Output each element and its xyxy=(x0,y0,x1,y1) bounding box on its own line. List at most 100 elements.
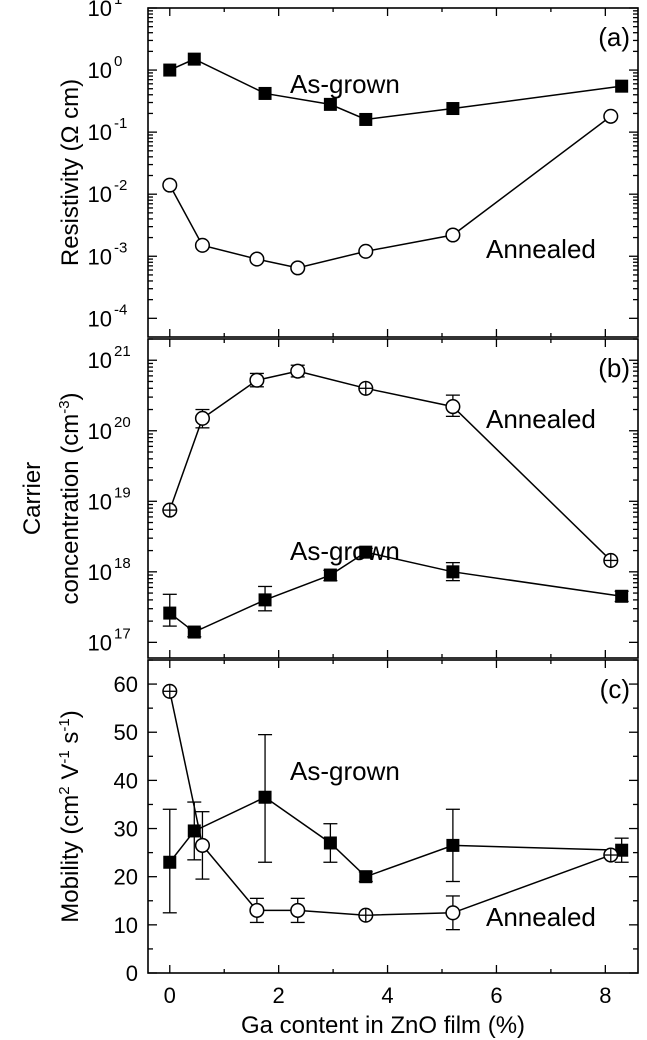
series-as-grown xyxy=(163,52,629,126)
y-axis-label: Resistivity (Ω cm) xyxy=(57,79,84,266)
y-axis-label: concentration (cm-3) xyxy=(56,392,84,604)
y-tick-label: 50 xyxy=(114,720,138,745)
y-tick-label: 30 xyxy=(114,817,138,842)
open-circle-marker xyxy=(249,372,265,388)
series-label: Annealed xyxy=(486,404,596,434)
open-circle-marker xyxy=(290,260,306,276)
open-circle-marker xyxy=(445,905,461,921)
y-axis-label: Carrier xyxy=(19,462,46,535)
y-tick-label: 10 xyxy=(88,306,112,331)
x-tick-label: 8 xyxy=(599,983,611,1008)
series-annealed xyxy=(162,363,619,568)
series-label: Annealed xyxy=(486,902,596,932)
plot-frame xyxy=(147,7,639,338)
open-circle-marker xyxy=(445,227,461,243)
filled-square-marker xyxy=(163,63,177,77)
open-circle-marker xyxy=(194,837,210,853)
filled-square-marker xyxy=(258,593,272,607)
y-tick-label: 10 xyxy=(88,489,112,514)
series-line xyxy=(169,370,612,561)
panel-label: (a) xyxy=(598,22,630,52)
y-tick-label-exponent: -3 xyxy=(114,239,127,256)
open-circle-marker xyxy=(194,410,210,426)
open-circle-marker xyxy=(445,399,461,415)
series-line xyxy=(169,691,612,916)
series-label: As-grown xyxy=(290,756,400,786)
filled-square-marker xyxy=(359,545,373,559)
y-tick-label-exponent: 0 xyxy=(114,53,122,70)
filled-square-marker xyxy=(615,79,629,93)
filled-square-marker xyxy=(187,625,201,639)
y-tick-label: 10 xyxy=(88,244,112,269)
y-tick-label: 60 xyxy=(114,672,138,697)
y-tick-label: 0 xyxy=(126,961,138,986)
open-circle-marker xyxy=(194,237,210,253)
filled-square-marker xyxy=(323,568,337,582)
open-circle-marker xyxy=(603,108,619,124)
y-tick-label-exponent: -2 xyxy=(114,177,127,194)
series-as-grown xyxy=(162,733,629,914)
panel-label: (c) xyxy=(600,674,630,704)
series-line xyxy=(169,796,622,878)
series-label: Annealed xyxy=(486,234,596,264)
y-tick-label: 10 xyxy=(114,913,138,938)
y-tick-label-exponent: 19 xyxy=(114,484,131,501)
x-tick-label: 0 xyxy=(164,983,176,1008)
filled-square-marker xyxy=(359,112,373,126)
y-tick-label: 20 xyxy=(114,865,138,890)
series-annealed xyxy=(162,683,619,931)
y-tick-label: 10 xyxy=(88,58,112,83)
y-tick-label: 10 xyxy=(88,348,112,373)
filled-square-marker xyxy=(323,836,337,850)
y-tick-label-exponent: -1 xyxy=(114,115,127,132)
y-tick-label-exponent: 20 xyxy=(114,414,131,431)
x-tick-label: 2 xyxy=(273,983,285,1008)
filled-square-marker xyxy=(446,565,460,579)
filled-square-marker xyxy=(615,589,629,603)
filled-square-marker xyxy=(323,97,337,111)
y-tick-label: 10 xyxy=(88,182,112,207)
y-axis-label: Mobility (cm2 V-1 s-1) xyxy=(56,710,84,922)
x-tick-label: 6 xyxy=(490,983,502,1008)
filled-square-marker xyxy=(446,838,460,852)
series-annealed xyxy=(162,108,619,276)
panel-3: 0 10 20 30 40 50 60 Mobility (cm2 V-1 s-1) 0 2 4 6 8… xyxy=(56,659,639,1039)
open-circle-marker xyxy=(249,902,265,918)
y-tick-label: 10 xyxy=(88,630,112,655)
open-circle-marker xyxy=(162,177,178,193)
series-label: As-grown xyxy=(290,69,400,99)
open-circle-marker xyxy=(249,251,265,267)
panel-1: 10-410-310-210-1100101Resistivity (Ω cm)… xyxy=(57,0,639,338)
y-tick-label-exponent: -4 xyxy=(114,301,127,318)
filled-square-marker xyxy=(359,870,373,884)
y-tick-label: 10 xyxy=(88,0,112,21)
plot-frame xyxy=(147,659,639,974)
filled-square-marker xyxy=(187,824,201,838)
filled-square-marker xyxy=(446,102,460,116)
y-tick-label-exponent: 1 xyxy=(114,0,122,8)
x-tick-label: 4 xyxy=(381,983,393,1008)
y-tick-label-exponent: 21 xyxy=(114,343,131,360)
plot-frame xyxy=(147,338,639,659)
filled-square-marker xyxy=(615,843,629,857)
y-tick-label-exponent: 18 xyxy=(114,555,131,572)
panel-label: (b) xyxy=(598,353,630,383)
filled-square-marker xyxy=(258,86,272,100)
y-tick-label: 10 xyxy=(88,560,112,585)
series-label: As-grown xyxy=(290,536,400,566)
open-circle-marker xyxy=(290,363,306,379)
open-circle-marker xyxy=(290,902,306,918)
filled-square-marker xyxy=(163,606,177,620)
filled-square-marker xyxy=(187,52,201,66)
y-tick-label: 10 xyxy=(88,419,112,444)
x-axis-label: Ga content in ZnO film (%) xyxy=(241,1012,525,1039)
y-tick-label: 40 xyxy=(114,768,138,793)
series-as-grown xyxy=(162,545,629,639)
y-tick-label: 10 xyxy=(88,120,112,145)
open-circle-marker xyxy=(358,243,374,259)
y-tick-label-exponent: 17 xyxy=(114,625,131,642)
filled-square-marker xyxy=(163,855,177,869)
filled-square-marker xyxy=(258,790,272,804)
